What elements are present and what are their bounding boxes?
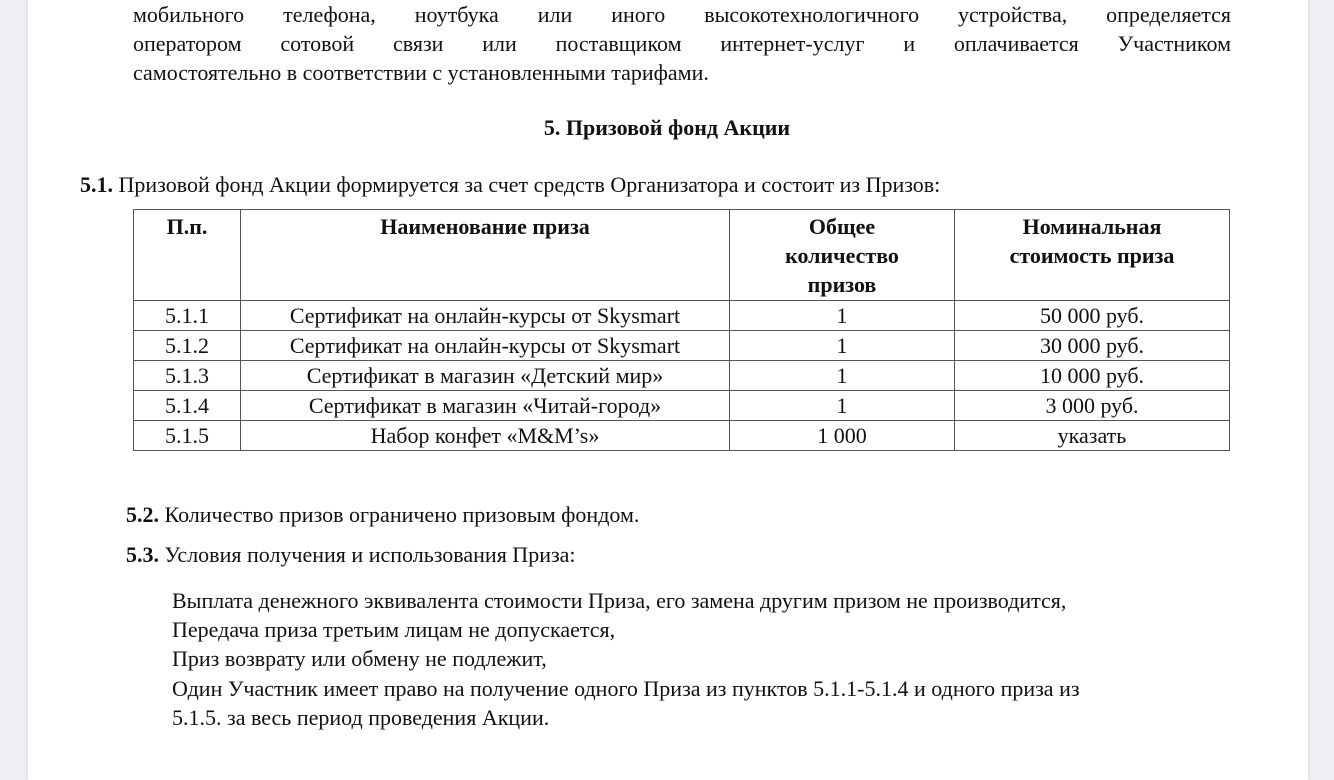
cell-quantity: 1 000 [729,420,955,451]
intro-line: оператором сотовой связи или поставщиком… [133,31,1231,56]
cell-number: 5.1.1 [133,300,241,331]
cell-quantity: 1 [729,300,955,331]
cell-value: указать [954,420,1230,451]
cell-quantity: 1 [729,390,955,421]
section-title: 5. Призовой фонд Акции [543,115,791,140]
cell-name: Сертификат на онлайн-курсы от Skysmart [240,300,730,331]
condition-line: Передача приза третьим лицам не допускае… [172,617,616,642]
cell-value: 30 000 руб. [954,330,1230,361]
paragraph-5-1: 5.1. Призовой фонд Акции формируется за … [80,170,940,199]
cell-name: Сертификат на онлайн-курсы от Skysmart [240,330,730,361]
cell-value: 3 000 руб. [954,390,1230,421]
paragraph-text: Призовой фонд Акции формируется за счет … [118,172,941,197]
condition-line: Один Участник имеет право на получение о… [172,676,1080,701]
intro-line: самостоятельно в соответствии с установл… [133,60,709,85]
cell-number: 5.1.2 [133,330,241,361]
cell-number: 5.1.3 [133,360,241,391]
header-name: Наименование приза [240,209,730,301]
cell-name: Набор конфет «M&M’s» [240,420,730,451]
condition-line: 5.1.5. за весь период проведения Акции. [172,705,550,730]
table-row: 5.1.2 Сертификат на онлайн-курсы от Skys… [133,330,1230,361]
header-quantity: Общее количество призов [729,209,955,301]
table-row: 5.1.1 Сертификат на онлайн-курсы от Skys… [133,300,1230,331]
cell-name: Сертификат в магазин «Детский мир» [240,360,730,391]
header-value: Номинальная стоимость приза [954,209,1230,301]
paragraph-number: 5.1. [80,172,113,197]
table-header-row: П.п. Наименование приза Общее количество… [133,209,1230,301]
paragraph-text: Количество призов ограничено призовым фо… [164,502,640,527]
table-row: 5.1.4 Сертификат в магазин «Читай-город»… [133,390,1230,421]
paragraph-number: 5.2. [126,502,159,527]
table-row: 5.1.5 Набор конфет «M&M’s» 1 000 указать [133,420,1230,451]
header-number: П.п. [133,209,241,301]
cell-quantity: 1 [729,360,955,391]
paragraph-number: 5.3. [126,542,159,567]
condition-line: Выплата денежного эквивалента стоимости … [172,588,1067,613]
cell-value: 10 000 руб. [954,360,1230,391]
cell-value: 50 000 руб. [954,300,1230,331]
cell-name: Сертификат в магазин «Читай-город» [240,390,730,421]
intro-line: мобильного телефона, ноутбука или иного … [133,2,1231,27]
prize-table: П.п. Наименование приза Общее количество… [133,209,1230,451]
cell-quantity: 1 [729,330,955,361]
paragraph-5-2: 5.2. Количество призов ограничено призов… [126,500,639,529]
cell-number: 5.1.5 [133,420,241,451]
paragraph-text: Условия получения и использования Приза: [164,542,576,567]
table-row: 5.1.3 Сертификат в магазин «Детский мир»… [133,360,1230,391]
paragraph-5-3: 5.3. Условия получения и использования П… [126,540,576,569]
condition-line: Приз возврату или обмену не подлежит, [172,646,547,671]
cell-number: 5.1.4 [133,390,241,421]
